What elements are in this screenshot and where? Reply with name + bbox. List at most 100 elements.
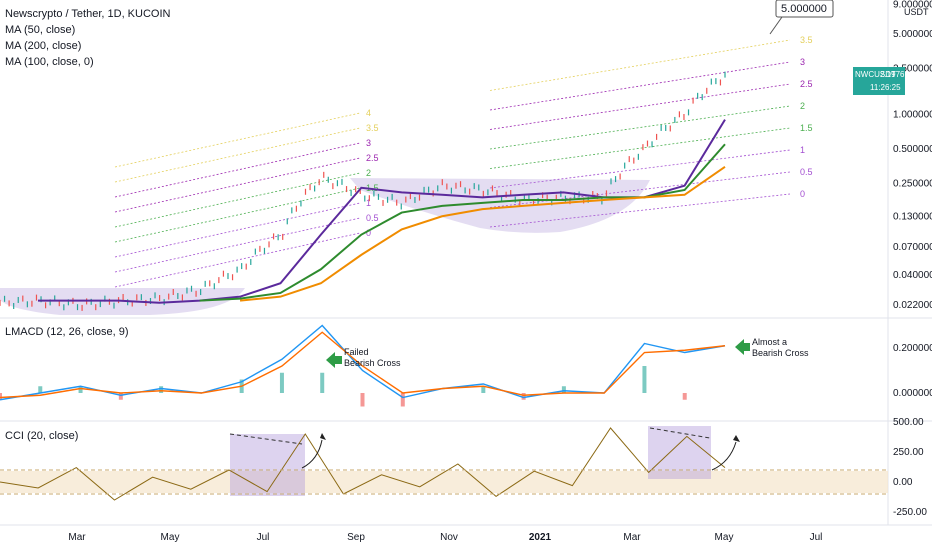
lmacd-hist-bar — [360, 393, 365, 407]
fib-label-late: 1.5 — [800, 123, 813, 133]
fib-line-late — [489, 127, 791, 169]
cci-range-band — [0, 471, 888, 493]
fib-label-late: 0.5 — [800, 167, 813, 177]
accumulation-zone-2 — [350, 178, 650, 233]
price-axis-tick: 0.040000 — [893, 270, 932, 281]
time-axis-tick: May — [161, 532, 180, 543]
fib-label-late: 3 — [800, 57, 805, 67]
fib-label-early: 3.5 — [366, 123, 379, 133]
price-axis-tick: 0.250000 — [893, 179, 932, 190]
fib-line-early — [114, 142, 361, 198]
price-axis-tick: 0.500000 — [893, 144, 932, 155]
cci-trend-dash-2 — [649, 427, 711, 439]
callout-box — [775, 0, 834, 18]
cci-axis-tick: 250.00 — [893, 447, 924, 458]
lmacd-hist-bar — [481, 386, 486, 393]
fib-label-late: 2 — [800, 101, 805, 111]
lmacd-hist-bar — [159, 386, 164, 393]
annotation-almost-cross: Almost a Bearish Cross — [752, 337, 809, 358]
fib-label-late: 1 — [800, 145, 805, 155]
ma-line-0 — [38, 119, 726, 304]
fib-label-early: 1.5 — [366, 183, 379, 193]
fib-line-early — [114, 112, 361, 168]
signal-line — [0, 331, 726, 399]
annotation-failed-cross: Failed Bearish Cross — [344, 347, 401, 368]
fib-label-early: 2 — [366, 168, 371, 178]
price-axis-tick: 1.000000 — [893, 109, 932, 120]
price-axis-tick: 0.022000 — [893, 300, 932, 311]
time-axis-tick: Mar — [68, 532, 86, 543]
fib-line-early — [114, 217, 361, 273]
ma50-legend[interactable]: MA (50, close) — [5, 24, 76, 36]
fib-line-early — [114, 187, 361, 243]
price-axis-tick: 0.130000 — [893, 211, 932, 222]
lmacd-hist-bar — [118, 393, 123, 400]
cci-divergence-box-1 — [230, 434, 305, 496]
fib-line-early — [114, 202, 361, 258]
price-axis-tick: 9.000000 — [893, 0, 932, 11]
lmacd-axis-tick: 0.200000 — [893, 343, 932, 354]
time-axis-tick: Nov — [440, 532, 458, 543]
callout-text: 5.000000 — [781, 3, 827, 15]
cci-curve-arrow-2 — [711, 441, 737, 471]
fib-line-late — [489, 83, 791, 130]
cci-axis-tick: 0.00 — [893, 477, 913, 488]
price-legend: Newscrypto / Tether, 1D, KUCOIN MA (50, … — [5, 6, 170, 70]
countdown: 11:26:25 — [870, 83, 901, 92]
cci-arrowhead-1 — [320, 433, 326, 440]
cci-arrowhead-2 — [733, 435, 740, 442]
last-price: 2.197619 — [880, 70, 914, 79]
fib-label-late: 2.5 — [800, 79, 813, 89]
time-axis-tick: May — [715, 532, 734, 543]
lmacd-hist-bar — [521, 393, 526, 400]
lmacd-hist-bar — [561, 386, 566, 393]
lmacd-hist-bar — [279, 372, 284, 393]
fib-label-late: 3.5 — [800, 35, 813, 45]
ma-line-2 — [239, 165, 726, 302]
lmacd-hist-bar — [320, 372, 325, 393]
cci-legend[interactable]: CCI (20, close) — [5, 430, 79, 442]
fib-line-early — [114, 172, 361, 228]
fib-line-late — [489, 61, 791, 111]
symbol-title[interactable]: Newscrypto / Tether, 1D, KUCOIN — [5, 8, 171, 20]
cci-axis-tick: 500.00 — [893, 417, 924, 428]
time-axis-tick: 2021 — [529, 532, 552, 543]
last-price-tag — [853, 67, 905, 95]
fib-label-early: 3 — [366, 138, 371, 148]
cci-axis-tick: -250.00 — [893, 507, 927, 518]
lmacd-legend[interactable]: LMACD (12, 26, close, 9) — [5, 326, 129, 338]
ma100-legend[interactable]: MA (100, close, 0) — [5, 56, 94, 68]
fib-line-late — [489, 39, 791, 91]
fib-label-early: 1 — [366, 198, 371, 208]
price-axis-tick: 2.500000 — [893, 64, 932, 75]
lmacd-hist-bar — [400, 393, 405, 407]
cci-divergence-box-2 — [648, 426, 711, 479]
price-axis-tick: 0.070000 — [893, 242, 932, 253]
time-axis-tick: Sep — [347, 532, 365, 543]
cci-trend-dash-1 — [229, 433, 303, 445]
time-axis-tick: Mar — [623, 532, 641, 543]
time-axis-tick: Jul — [257, 532, 270, 543]
fib-line-early — [114, 232, 361, 288]
lmacd-hist-bar — [38, 386, 43, 393]
fib-label-early: 2.5 — [366, 153, 379, 163]
callout-pointer — [769, 16, 783, 35]
symbol-tag: NWCUSDT — [855, 70, 896, 79]
fib-line-early — [114, 127, 361, 183]
lmacd-hist-bar — [0, 393, 2, 400]
time-axis-tick: Jul — [810, 532, 823, 543]
cci-curve-arrow-1 — [301, 439, 323, 469]
failed-cross-arrow — [326, 352, 342, 368]
fib-label-early: 0 — [366, 228, 371, 238]
almost-cross-arrow — [735, 339, 750, 355]
lmacd-axis-tick: 0.000000 — [893, 388, 932, 399]
fib-line-early — [114, 157, 361, 213]
price-axis-tick: 5.000000 — [893, 29, 932, 40]
lmacd-hist-bar — [78, 386, 83, 393]
fib-line-late — [489, 105, 791, 150]
currency-label: USDT — [904, 7, 929, 17]
ma200-legend[interactable]: MA (200, close) — [5, 40, 82, 52]
lmacd-hist-bar — [642, 366, 647, 393]
lmacd-hist-bar — [682, 393, 687, 400]
